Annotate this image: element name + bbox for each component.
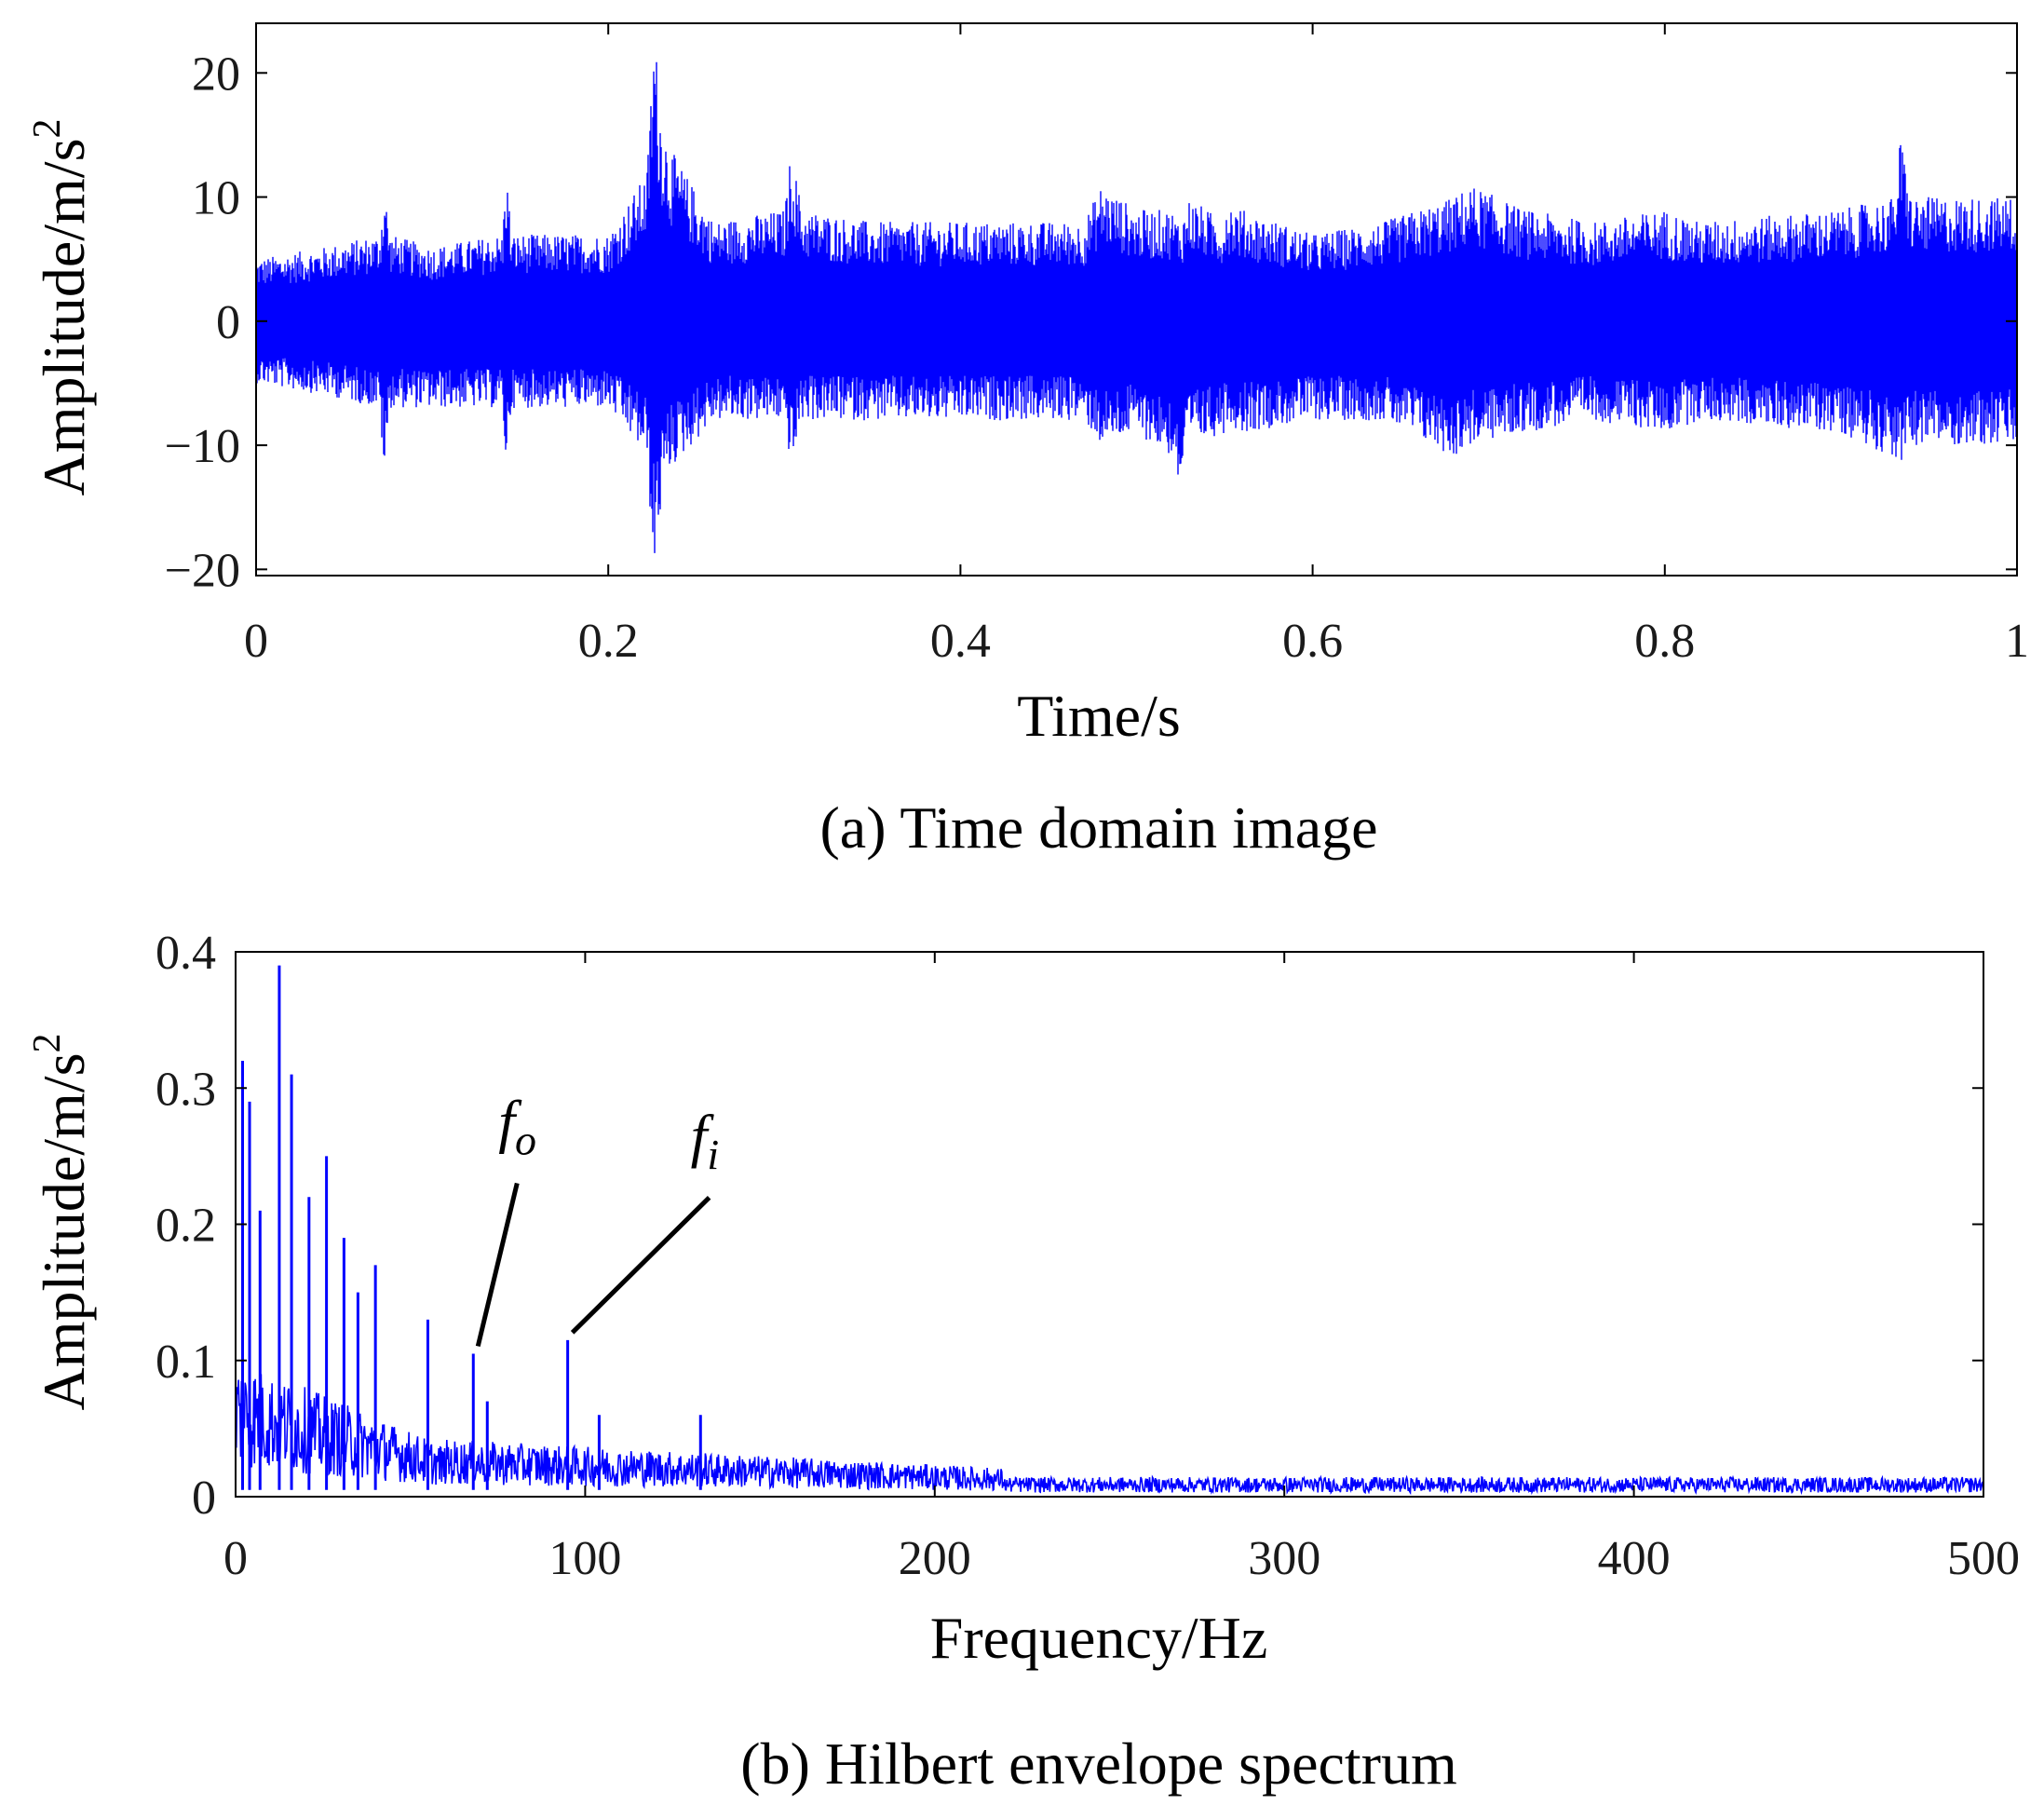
x-axis-label: Time/s [1017,683,1181,749]
x-axis-label: Frequency/Hz [930,1605,1268,1671]
axis-ticks: 0 0.2 0.4 0.6 0.8 1 −20 −10 0 10 20 [165,23,2029,668]
annotation-leader [475,1182,520,1348]
x-tick-label: 1 [2005,615,2029,668]
y-tick-label: 0.1 [156,1336,216,1389]
spectrum-line [235,965,1984,1496]
axis-ticks: 0 100 200 300 400 500 0 0.1 0.2 0.3 0.4 [156,927,2020,1585]
plot-frame [235,951,1984,1498]
x-tick-label: 500 [1947,1532,2020,1585]
y-tick-label: 0 [216,296,240,349]
y-axis-label: Amplitude/m/s2 [26,119,97,496]
y-tick-label: 0.4 [156,927,216,980]
time-domain-plot: 0 0.2 0.4 0.6 0.8 1 −20 −10 0 10 20 Time/s Amplitu… [26,22,2029,861]
spectrum-noise [235,1374,1984,1496]
time-signal-line [255,61,2018,553]
y-tick-label: 10 [192,172,240,225]
annotation-leader [570,1196,711,1335]
annotation-label: fi [691,1103,720,1178]
x-tick-label: 300 [1248,1532,1320,1585]
peak-annotations: fo fi [475,1088,720,1348]
x-tick-label: 400 [1598,1532,1671,1585]
x-tick-label: 0.6 [1282,615,1343,668]
y-tick-label: 0 [192,1472,216,1525]
subplot-caption: (b) Hilbert envelope spectrum [740,1730,1457,1797]
y-tick-label: −20 [165,544,240,597]
x-tick-label: 200 [899,1532,971,1585]
x-tick-label: 0 [244,615,268,668]
signal-trace [255,61,2018,553]
y-tick-label: 20 [192,47,240,101]
x-tick-label: 0 [223,1532,248,1585]
x-tick-label: 0.8 [1634,615,1695,668]
plot-frame [255,22,2018,577]
y-tick-label: 0.3 [156,1063,216,1116]
x-tick-label: 0.2 [578,615,639,668]
x-tick-label: 100 [548,1532,621,1585]
y-axis-label: Amplitude/m/s2 [26,1034,97,1411]
annotation-label: fo [498,1088,536,1163]
subplot-caption: (a) Time domain image [819,794,1377,861]
y-tick-label: 0.2 [156,1200,216,1253]
y-tick-label: −10 [165,420,240,473]
envelope-spectrum-plot: 0 100 200 300 400 500 0 0.1 0.2 0.3 0.4 fo fi Frequ… [26,927,2020,1797]
x-tick-label: 0.4 [930,615,991,668]
